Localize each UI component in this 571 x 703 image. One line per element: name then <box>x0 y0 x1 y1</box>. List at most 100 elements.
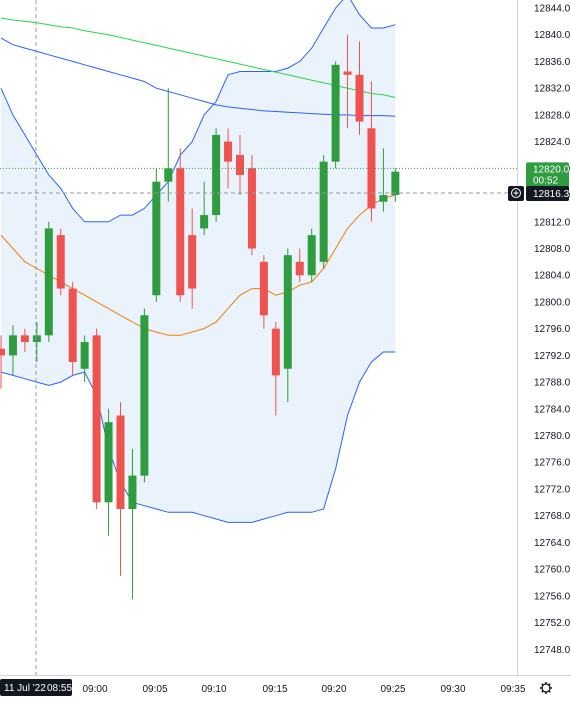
candle[interactable] <box>128 448 137 600</box>
price-tick-label: 12836.0 <box>534 57 571 68</box>
price-tick-label: 12748.0 <box>534 645 571 656</box>
candle-body <box>164 168 173 182</box>
price-tick-label: 12780.0 <box>534 431 571 442</box>
candle[interactable] <box>8 325 17 376</box>
candle[interactable] <box>104 408 113 536</box>
candle-body <box>343 71 352 75</box>
crosshair-price-label: 12816.3 <box>533 189 570 200</box>
candle[interactable] <box>116 402 125 576</box>
candle-body <box>259 261 268 316</box>
candle[interactable] <box>259 255 268 329</box>
crosshair-price-badge <box>526 186 569 202</box>
gear-ring <box>541 683 551 693</box>
crosshair <box>0 0 517 675</box>
candles <box>0 34 400 600</box>
candle[interactable] <box>224 128 233 189</box>
candle[interactable] <box>44 221 53 343</box>
candle[interactable] <box>188 208 197 309</box>
crosshair-time-label: 08:55 <box>47 683 72 694</box>
plus-circle-icon[interactable] <box>508 186 524 202</box>
countdown-label: 00:52 <box>533 175 558 186</box>
blue-moving-average-line <box>0 37 396 117</box>
candle[interactable] <box>367 81 376 222</box>
price-tick-label: 12756.0 <box>534 591 571 602</box>
gear-tooth <box>548 683 551 686</box>
candle[interactable] <box>271 321 280 416</box>
price-tick-label: 12824.0 <box>534 137 571 148</box>
indicator-lines <box>0 0 396 523</box>
candle[interactable] <box>307 228 316 282</box>
candle[interactable] <box>319 154 328 269</box>
price-tick-label: 12844.0 <box>534 4 571 15</box>
price-tick-label: 12796.0 <box>534 324 571 335</box>
candle-body <box>212 134 221 216</box>
candle-body <box>247 168 256 249</box>
candle[interactable] <box>56 228 65 296</box>
price-tick-label: 12752.0 <box>534 618 571 629</box>
candle[interactable] <box>283 248 292 403</box>
price-tick-label: 12784.0 <box>534 404 571 415</box>
green-moving-average-line <box>0 17 396 98</box>
candle-body <box>68 288 77 363</box>
candle-body <box>140 315 149 476</box>
price-tick-label: 12808.0 <box>534 244 571 255</box>
candle[interactable] <box>355 41 364 135</box>
price-axis: 12748.0 12752.0 12756.0 12760.0 12764.0 12768… <box>508 0 571 675</box>
candle-body <box>20 335 29 343</box>
candle-body <box>176 168 185 296</box>
bollinger-lower-line <box>0 351 396 523</box>
candle[interactable] <box>247 154 256 256</box>
time-tick-label: 09:15 <box>262 684 287 695</box>
candle[interactable] <box>295 248 304 282</box>
candle-body <box>116 415 125 510</box>
candle-body <box>188 235 197 289</box>
candle[interactable] <box>68 281 77 376</box>
price-tick-label: 12804.0 <box>534 271 571 282</box>
time-tick-label: 09:05 <box>142 684 167 695</box>
candle-body <box>331 64 340 162</box>
candle[interactable] <box>80 335 89 383</box>
gear-icon[interactable] <box>540 682 552 694</box>
candle-body <box>307 235 316 276</box>
candle-body <box>271 328 280 376</box>
gear-tooth <box>548 690 551 693</box>
candle-body <box>379 195 388 202</box>
time-tick-label: 09:20 <box>321 684 346 695</box>
candle[interactable] <box>331 61 340 169</box>
price-tick-label: 12840.0 <box>534 30 571 41</box>
candle[interactable] <box>32 321 41 363</box>
time-tick-label: 09:00 <box>82 684 107 695</box>
price-tick-label: 12800.0 <box>534 297 571 308</box>
candle-body <box>391 171 400 196</box>
price-tick-label: 12832.0 <box>534 84 571 95</box>
candle[interactable] <box>164 88 173 202</box>
plus-circle-outline <box>511 188 521 199</box>
candle[interactable] <box>212 128 221 222</box>
candle-body <box>104 422 113 503</box>
price-tick-label: 12792.0 <box>534 351 571 362</box>
candle[interactable] <box>92 328 101 510</box>
candle-body <box>8 335 17 356</box>
candle[interactable] <box>236 134 244 196</box>
candle-body <box>283 255 292 369</box>
candle[interactable] <box>20 328 29 353</box>
time-tick-label: 09:35 <box>500 684 525 695</box>
price-tick-label: 12768.0 <box>534 511 571 522</box>
candle[interactable] <box>343 34 352 129</box>
candle-body <box>0 348 5 356</box>
candle[interactable] <box>379 148 388 212</box>
crosshair-date-label: 11 Jul '22 <box>4 683 46 694</box>
candle-body <box>44 228 53 336</box>
candle-body <box>128 475 137 510</box>
candle-body <box>32 335 41 343</box>
crosshair-time-badge <box>0 679 72 696</box>
candle[interactable] <box>391 168 400 202</box>
candle-body <box>355 74 364 122</box>
candle[interactable] <box>152 168 161 302</box>
candle[interactable] <box>176 148 185 302</box>
candle[interactable] <box>140 308 149 483</box>
candle[interactable] <box>0 335 5 389</box>
candle[interactable] <box>200 181 209 236</box>
candle-body <box>92 335 101 503</box>
